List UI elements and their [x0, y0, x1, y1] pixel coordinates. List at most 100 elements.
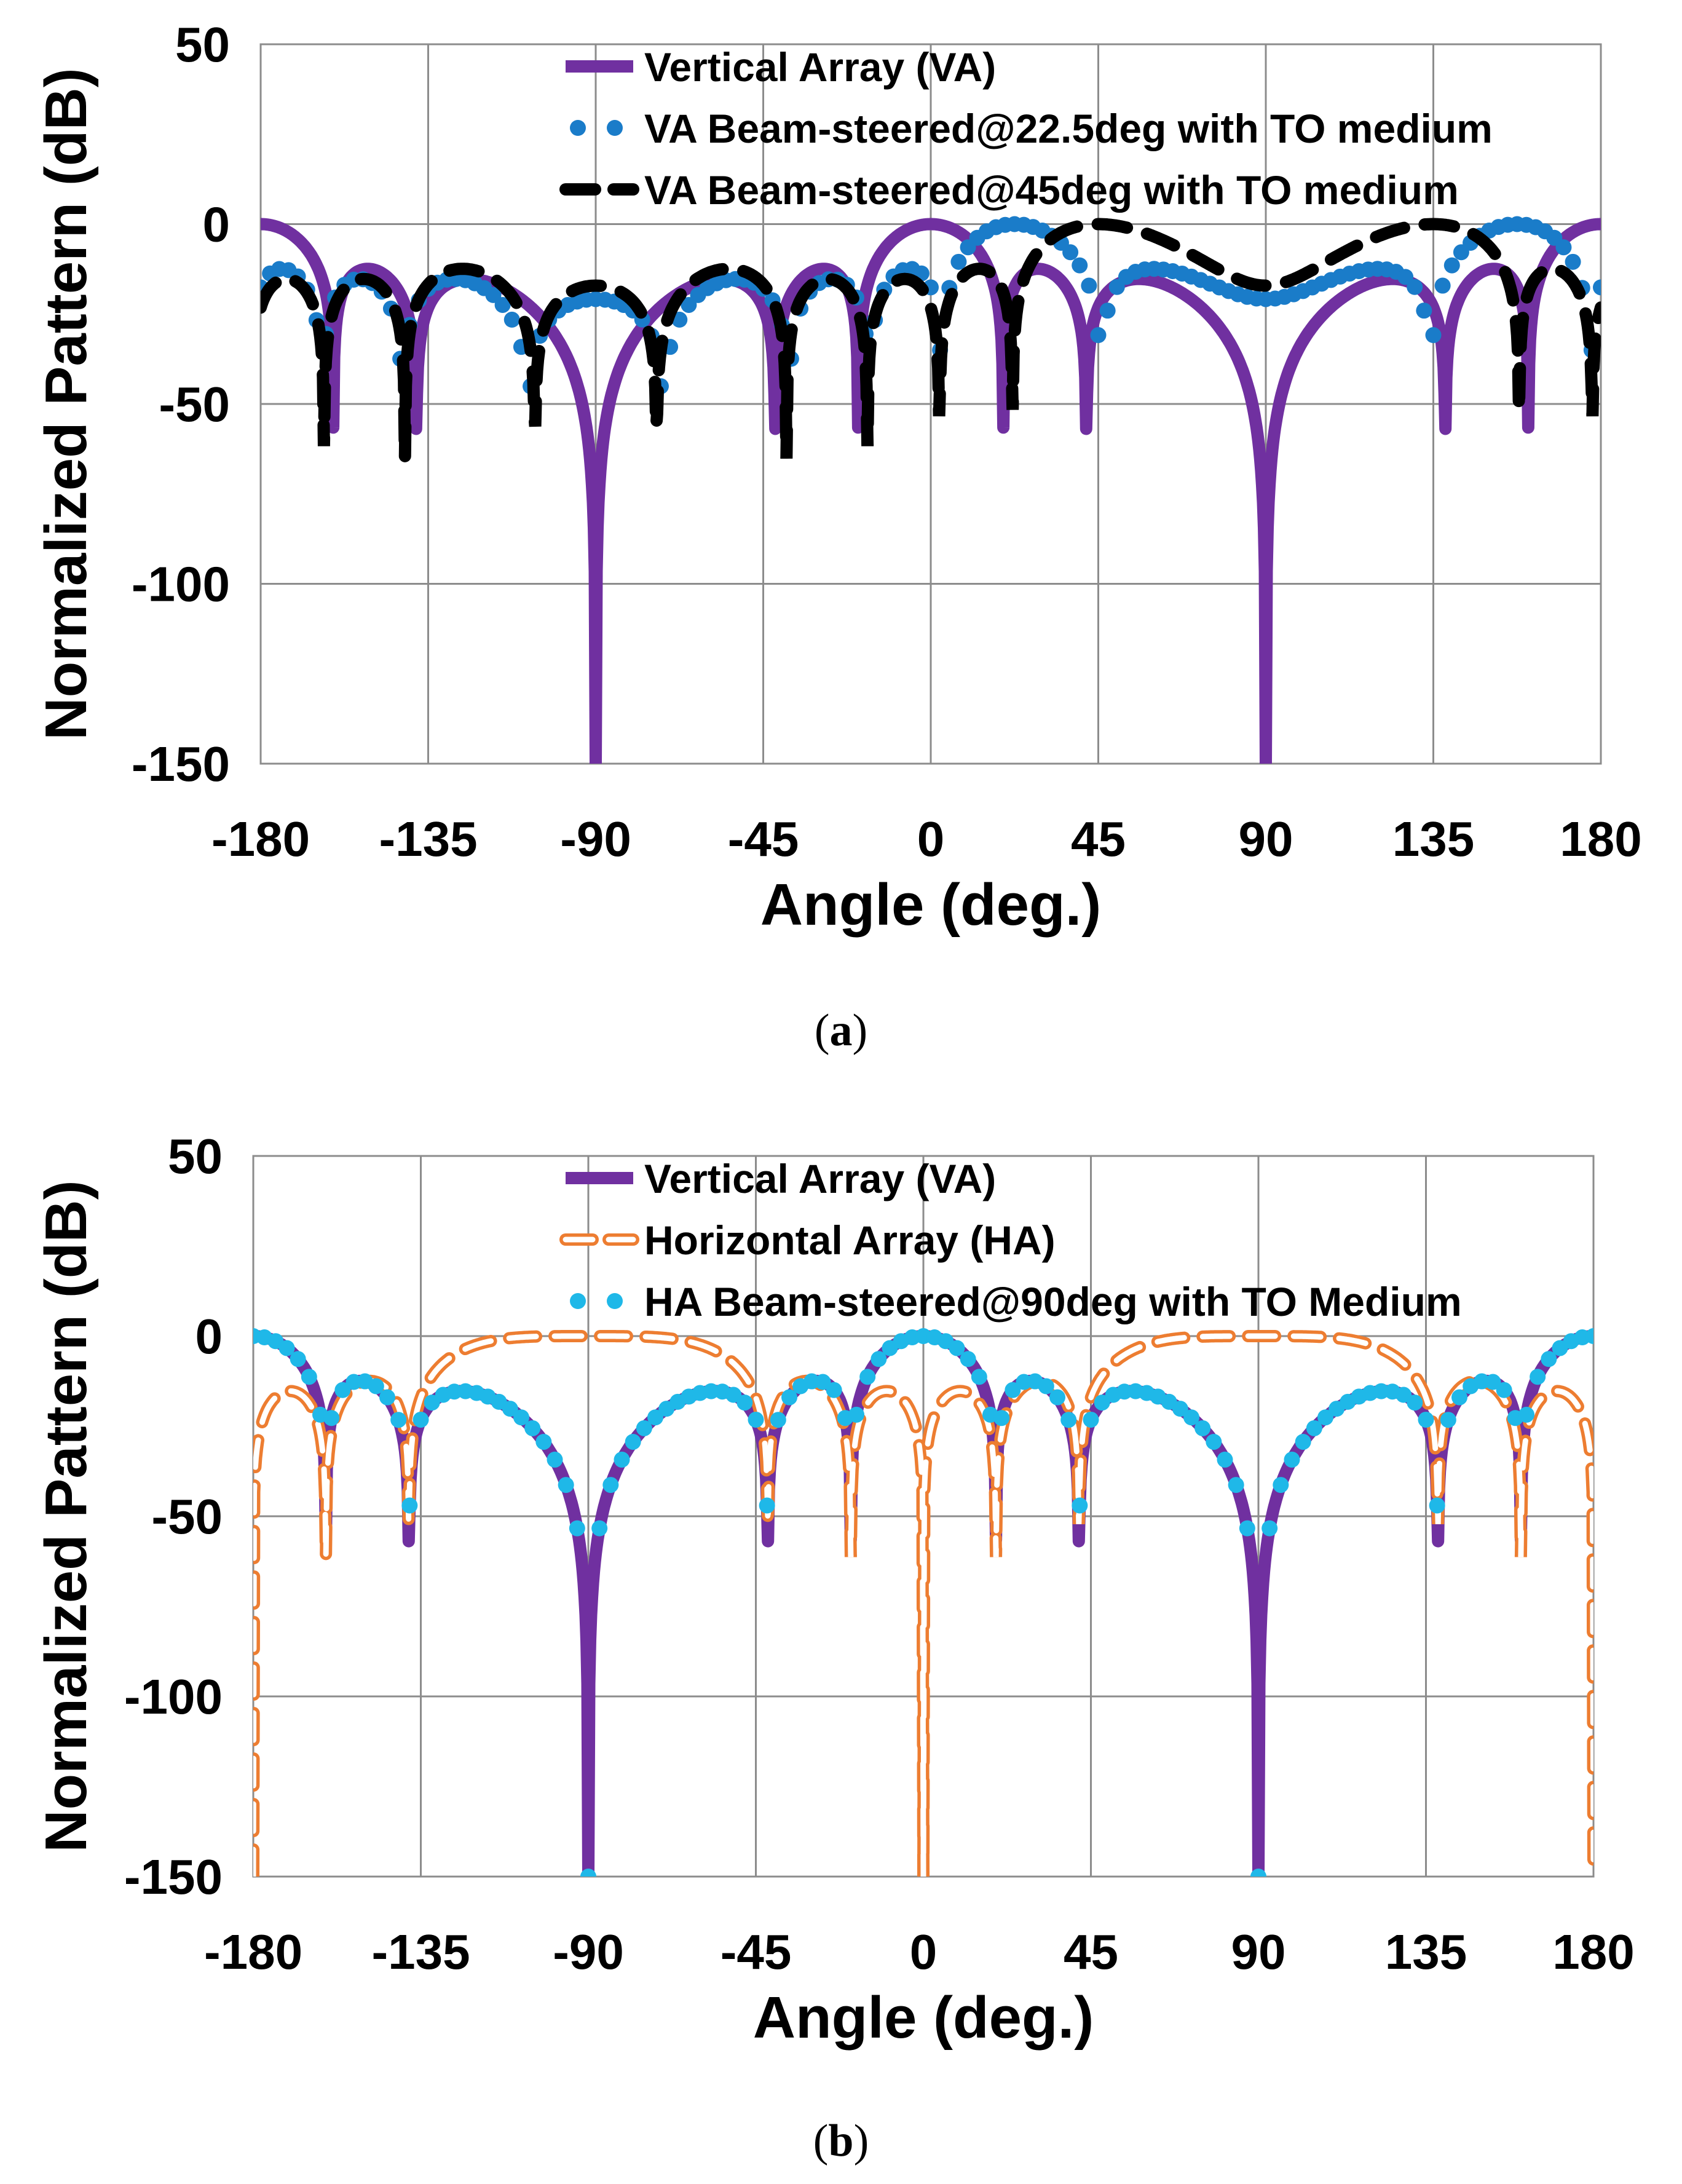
legend-label-0: Vertical Array (VA): [644, 44, 996, 90]
series-point: [748, 1411, 764, 1428]
series-point: [1440, 1412, 1456, 1428]
series-point: [871, 1351, 887, 1367]
series-point: [547, 1451, 563, 1468]
series-point: [1239, 1520, 1255, 1537]
series-point: [1443, 257, 1460, 274]
series-point: [368, 1378, 384, 1395]
legend: Vertical Array (VA) Horizontal Array (HA)…: [559, 1156, 1462, 1324]
legend-label-1: VA Beam-steered@22.5deg with TO medium: [644, 106, 1493, 151]
legend-swatch-2: [570, 1293, 623, 1309]
series-point: [1373, 1383, 1389, 1399]
y-axis-label: Normalized Pattern (dB): [33, 68, 99, 740]
series-point: [859, 1369, 876, 1385]
series-point: [1083, 1411, 1099, 1428]
series-point: [1418, 1411, 1434, 1428]
x-tick-label: 90: [1231, 1925, 1286, 1979]
legend-label-2: HA Beam-steered@90deg with TO Medium: [644, 1279, 1462, 1324]
y-axis-label: Normalized Pattern (dB): [33, 1180, 99, 1852]
series-point: [1228, 1477, 1244, 1494]
series-point: [636, 1420, 652, 1436]
series-point: [1397, 269, 1414, 285]
x-tick-label: 0: [910, 1925, 938, 1979]
x-tick-label: 135: [1385, 1925, 1467, 1979]
legend-swatch-1: [570, 120, 623, 136]
series-point: [625, 1433, 641, 1450]
series-point: [558, 1477, 574, 1494]
plot-area: [253, 1328, 1593, 1877]
y-tick-label: -150: [132, 737, 230, 791]
series-point: [1451, 1389, 1467, 1406]
series-point: [949, 1340, 965, 1356]
series-point: [1425, 327, 1442, 344]
series-point: [602, 1477, 619, 1494]
x-tick-label: -90: [560, 812, 631, 866]
series-point: [1518, 1406, 1534, 1423]
x-axis-label: Angle (deg.): [760, 872, 1102, 938]
series-point: [1005, 1382, 1021, 1398]
series-point: [446, 1383, 462, 1400]
series-point: [1284, 1451, 1300, 1468]
series-point: [401, 1497, 418, 1514]
legend-label-0: Vertical Array (VA): [644, 1156, 996, 1201]
series-point: [1062, 244, 1079, 261]
series-line-1-inner: [253, 1333, 1593, 1877]
series-point: [1429, 1497, 1445, 1514]
x-tick-label: 180: [1560, 812, 1641, 866]
x-tick-label: -45: [728, 812, 799, 866]
x-tick-label: -180: [204, 1925, 302, 1979]
y-tick-label: -50: [159, 377, 230, 432]
series-point: [513, 1409, 529, 1426]
series-point: [580, 1869, 596, 1877]
series-point: [1183, 1409, 1199, 1426]
y-tick-label: -100: [124, 1669, 223, 1724]
y-tick-label: 50: [168, 1129, 223, 1184]
plot-area: [261, 216, 1601, 764]
y-tick-label: 0: [203, 197, 231, 252]
series-point: [1541, 1351, 1557, 1367]
y-tick-label: -150: [124, 1850, 223, 1904]
x-tick-label: -135: [379, 812, 477, 866]
series-point: [1090, 327, 1107, 344]
series-point: [424, 1395, 440, 1411]
series-point: [770, 1412, 786, 1428]
series-point: [591, 1520, 608, 1537]
series-point: [334, 1382, 351, 1398]
series-point: [1407, 1395, 1423, 1411]
series-point: [1099, 303, 1116, 319]
series-point: [1038, 1378, 1054, 1395]
series-point: [278, 1340, 295, 1356]
series-point: [960, 1351, 976, 1367]
series-point: [759, 1497, 775, 1514]
series-point: [1262, 1520, 1278, 1537]
series-point: [494, 296, 511, 313]
series-point: [1206, 1433, 1222, 1450]
x-tick-label: 135: [1392, 812, 1474, 866]
panel-caption: (b): [813, 2116, 869, 2166]
series-point: [1250, 1869, 1266, 1877]
series-line-2: [261, 218, 1601, 459]
series-point: [290, 1351, 306, 1367]
series-point: [1306, 1420, 1322, 1436]
series-point: [1434, 277, 1451, 294]
series-point: [725, 1387, 742, 1403]
series-point: [736, 1395, 753, 1411]
series-point: [1317, 1409, 1333, 1426]
series-point: [524, 1420, 541, 1436]
x-tick-label: 0: [917, 812, 945, 866]
series-point: [1108, 279, 1125, 295]
x-tick-label: -180: [211, 812, 310, 866]
series-point: [503, 311, 520, 328]
legend-swatch-dot: [607, 1293, 623, 1309]
series-point: [1060, 1412, 1077, 1428]
series-point: [1485, 1374, 1501, 1390]
series-point: [1049, 1389, 1065, 1406]
legend-swatch-dot: [570, 1293, 586, 1309]
legend-label-2: VA Beam-steered@45deg with TO medium: [644, 167, 1459, 213]
x-tick-label: 180: [1552, 1925, 1634, 1979]
x-tick-label: -135: [371, 1925, 470, 1979]
series-point: [1194, 1420, 1211, 1436]
series-point: [1273, 1477, 1289, 1494]
series-point: [569, 1520, 585, 1537]
series-point: [971, 1369, 987, 1385]
